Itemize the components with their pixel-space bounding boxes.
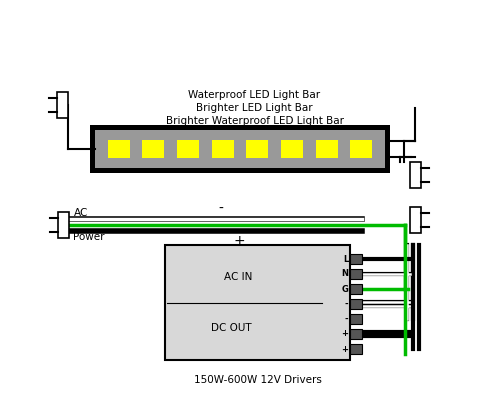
Bar — [350, 254, 362, 264]
Text: N: N — [341, 270, 348, 278]
Text: G: G — [341, 284, 348, 294]
Bar — [212, 140, 234, 158]
Text: +: + — [341, 344, 348, 354]
Text: -: - — [344, 300, 348, 308]
Bar — [350, 344, 362, 354]
Text: +: + — [233, 234, 245, 248]
Bar — [410, 207, 420, 233]
Bar — [108, 140, 130, 158]
Bar — [316, 140, 338, 158]
Bar — [56, 92, 68, 118]
Bar — [90, 125, 390, 173]
Bar — [350, 284, 362, 294]
Text: +: + — [341, 330, 348, 338]
Bar — [177, 140, 199, 158]
Text: AC: AC — [74, 208, 88, 218]
Bar — [142, 140, 165, 158]
Text: Brighter Waterproof LED Light Bar: Brighter Waterproof LED Light Bar — [166, 116, 344, 126]
Text: Waterproof LED Light Bar: Waterproof LED Light Bar — [188, 90, 320, 100]
Text: -: - — [218, 202, 223, 216]
Bar — [350, 140, 372, 158]
Bar — [350, 314, 362, 324]
Text: DC OUT: DC OUT — [212, 323, 252, 333]
Bar — [350, 299, 362, 309]
Text: L: L — [343, 254, 348, 264]
Bar — [95, 130, 385, 168]
Bar — [58, 212, 68, 238]
Text: Power: Power — [74, 232, 105, 242]
Text: AC IN: AC IN — [224, 272, 252, 282]
Bar — [165, 245, 350, 360]
Bar — [410, 162, 420, 188]
Text: 150W-600W 12V Drivers: 150W-600W 12V Drivers — [194, 375, 322, 385]
Bar — [350, 329, 362, 339]
Text: -: - — [344, 314, 348, 324]
Bar — [350, 269, 362, 279]
Text: Brighter LED Light Bar: Brighter LED Light Bar — [196, 103, 313, 113]
Bar — [281, 140, 303, 158]
Bar — [246, 140, 268, 158]
